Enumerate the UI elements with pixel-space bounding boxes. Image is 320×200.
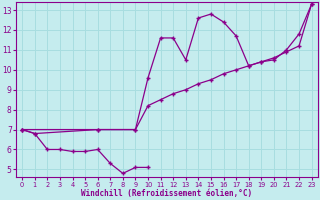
X-axis label: Windchill (Refroidissement éolien,°C): Windchill (Refroidissement éolien,°C) <box>81 189 252 198</box>
